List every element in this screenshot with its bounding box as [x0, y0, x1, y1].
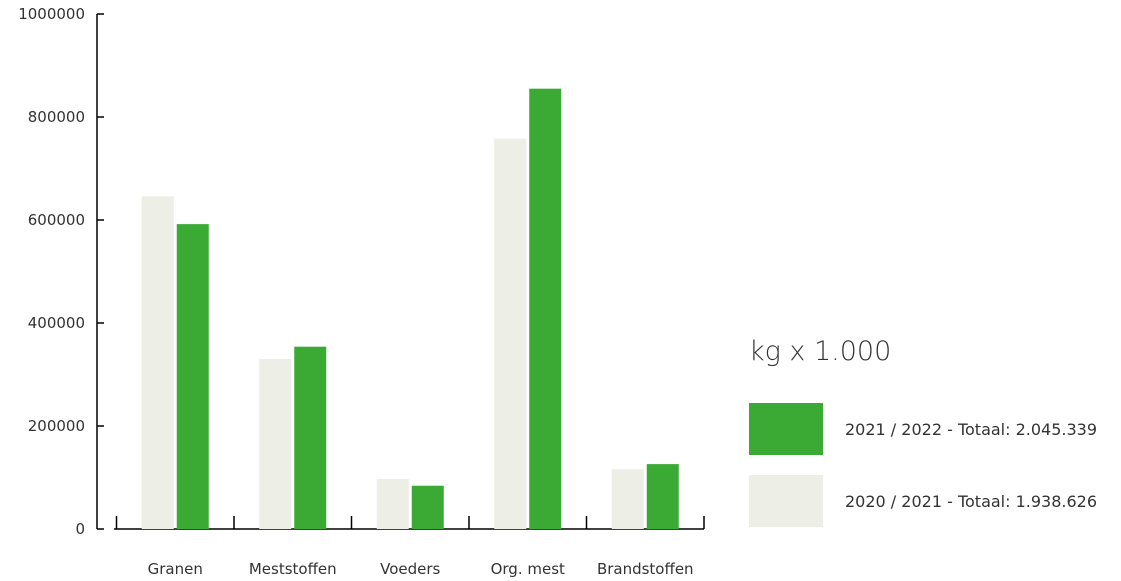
bar-2020-2021-0: [141, 196, 174, 529]
bar-2021-2022-2: [411, 485, 444, 529]
y-tick-label: 400000: [28, 314, 85, 332]
legend-title: kg x 1.000: [749, 336, 892, 367]
y-tick-label: 800000: [28, 108, 85, 126]
legend-swatch-2020-2021: [749, 475, 823, 527]
y-tick-label: 0: [75, 520, 85, 538]
x-tick-label: Org. mest: [491, 560, 565, 578]
legend-item-2020-2021: 2020 / 2021 - Totaal: 1.938.626: [749, 475, 1097, 527]
bar-2021-2022-3: [529, 88, 562, 530]
bar-2020-2021-1: [259, 359, 292, 529]
bar-2021-2022-0: [176, 224, 209, 529]
y-axis: 0 200000 400000 600000 800000 1000000: [18, 5, 104, 538]
legend-item-2021-2022: 2021 / 2022 - Totaal: 2.045.339: [749, 403, 1097, 455]
bar-2020-2021-3: [494, 138, 527, 529]
y-tick-label: 600000: [28, 211, 85, 229]
x-axis: Granen Meststoffen Voeders Org. mest Brandst…: [115, 516, 705, 578]
bar-2021-2022-4: [646, 464, 679, 529]
legend-label-2021-2022: 2021 / 2022 - Totaal: 2.045.339: [845, 419, 1098, 439]
bar-2021-2022-1: [294, 346, 327, 529]
bar-2020-2021-2: [376, 479, 409, 529]
legend-swatch-2021-2022: [749, 403, 823, 455]
bar-2020-2021-4: [611, 469, 644, 529]
x-tick-label: Brandstoffen: [597, 560, 694, 578]
y-tick-label: 200000: [28, 417, 85, 435]
x-tick-label: Meststoffen: [249, 560, 337, 578]
x-tick-label: Voeders: [380, 560, 440, 578]
legend-label-2020-2021: 2020 / 2021 - Totaal: 1.938.626: [845, 491, 1098, 511]
x-tick-label: Granen: [148, 560, 203, 578]
bars: [141, 88, 679, 530]
y-tick-label: 1000000: [18, 5, 85, 23]
